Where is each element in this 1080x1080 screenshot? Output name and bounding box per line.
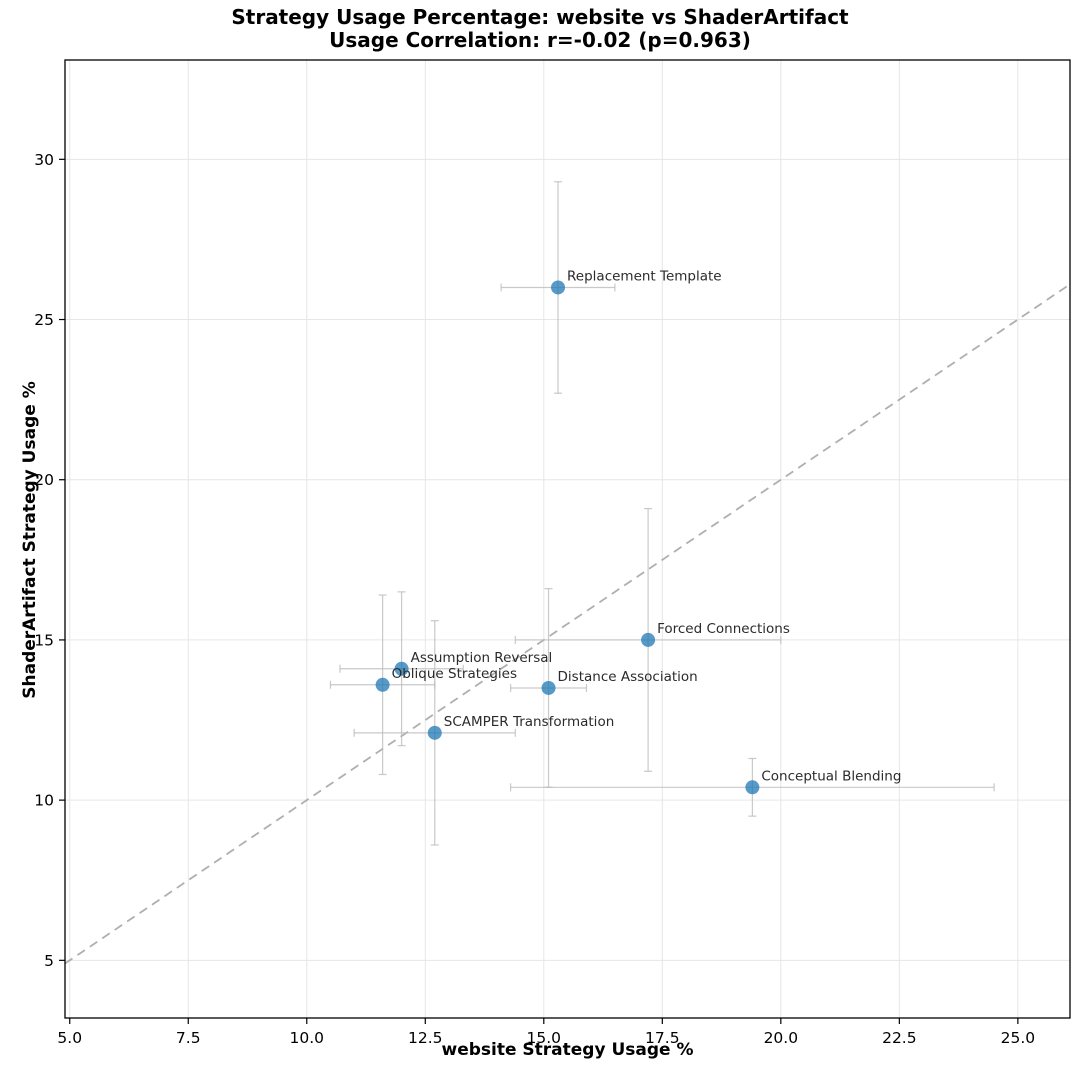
data-point <box>641 632 656 647</box>
x-axis-label: website Strategy Usage % <box>441 1040 694 1060</box>
y-tick-label: 30 <box>34 151 54 169</box>
x-tick-label: 15.0 <box>527 1029 562 1047</box>
chart-title-line2: Usage Correlation: r=-0.02 (p=0.963) <box>329 28 751 52</box>
x-tick-label: 20.0 <box>764 1029 799 1047</box>
y-tick-label: 25 <box>34 311 54 329</box>
data-point <box>394 661 409 676</box>
data-point <box>541 680 556 695</box>
data-point <box>551 280 566 295</box>
x-tick-label: 7.5 <box>176 1029 201 1047</box>
x-tick-label: 12.5 <box>408 1029 443 1047</box>
data-point <box>745 780 760 795</box>
point-label: Replacement Template <box>567 268 722 284</box>
y-tick-label: 20 <box>34 471 54 489</box>
y-axis-label: ShaderArtifact Strategy Usage % <box>20 381 40 699</box>
data-point <box>427 725 442 740</box>
point-label: Forced Connections <box>657 621 790 637</box>
x-tick-label: 25.0 <box>1001 1029 1036 1047</box>
point-label: Conceptual Blending <box>761 768 901 784</box>
x-tick-label: 10.0 <box>290 1029 325 1047</box>
point-label: SCAMPER Transformation <box>444 714 615 730</box>
point-label: Assumption Reversal <box>411 650 553 666</box>
x-tick-label: 5.0 <box>57 1029 82 1047</box>
point-label: Oblique Strategies <box>392 666 517 682</box>
y-tick-label: 15 <box>34 631 54 649</box>
point-label: Distance Association <box>558 669 698 685</box>
chart-title: Strategy Usage Percentage: website vs Sh… <box>0 6 1080 52</box>
x-tick-label: 22.5 <box>882 1029 917 1047</box>
x-tick-label: 17.5 <box>645 1029 680 1047</box>
data-point <box>375 677 390 692</box>
chart-title-line1: Strategy Usage Percentage: website vs Sh… <box>231 5 849 29</box>
axes-spines <box>64 59 1071 1019</box>
y-tick-label: 10 <box>34 792 54 810</box>
identity-line <box>64 283 1071 965</box>
y-tick-label: 5 <box>44 952 54 970</box>
